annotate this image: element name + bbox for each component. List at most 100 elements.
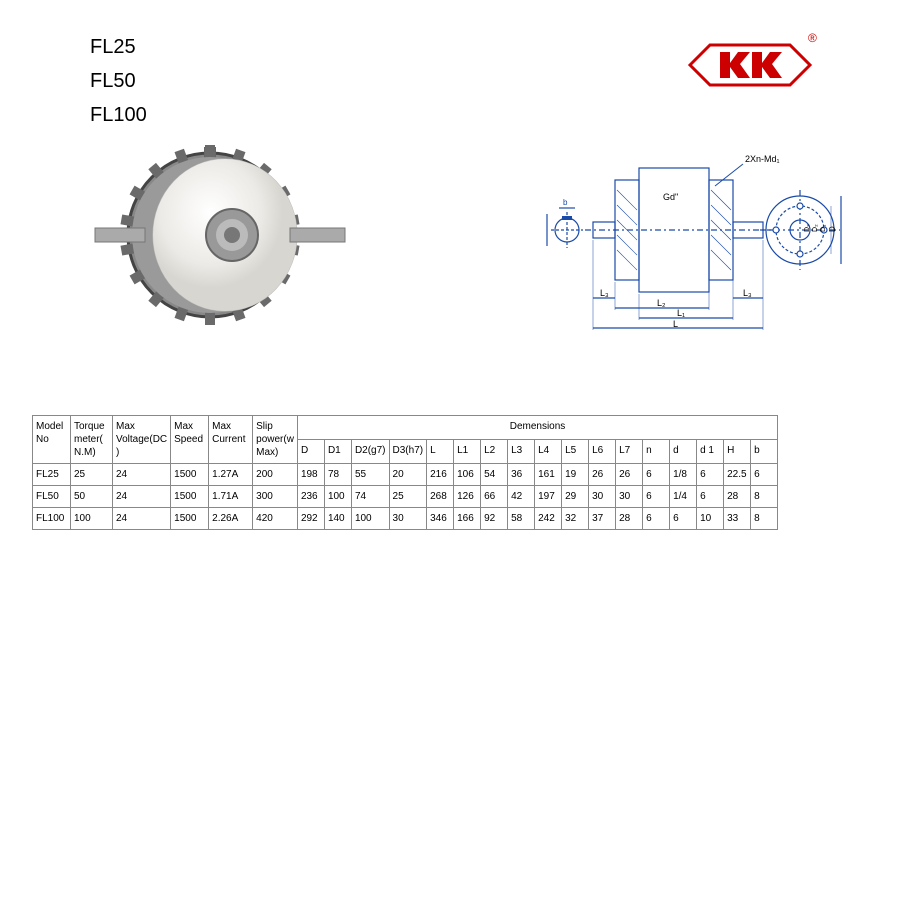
table-body: FL25252415001.27A20019878552021610654361… [33, 464, 778, 530]
model-label: FL25 [90, 30, 147, 64]
table-cell: 66 [481, 486, 508, 508]
table-cell: 6 [643, 508, 670, 530]
table-cell: 33 [724, 508, 751, 530]
table-cell: 161 [535, 464, 562, 486]
table-cell: 10 [697, 508, 724, 530]
table-cell: 58 [508, 508, 535, 530]
table-cell: 92 [481, 508, 508, 530]
col-header: D3(h7) [389, 440, 427, 464]
table-cell: 6 [643, 464, 670, 486]
table-cell: 26 [616, 464, 643, 486]
drawing-callout: 2Xn-Md₁ [745, 154, 780, 164]
table-cell: 1.71A [209, 486, 253, 508]
table-cell: 1.27A [209, 464, 253, 486]
table-cell: 54 [481, 464, 508, 486]
logo-glyph [720, 52, 782, 78]
col-header: D1 [324, 440, 351, 464]
table-cell: 197 [535, 486, 562, 508]
col-header: L7 [616, 440, 643, 464]
table-cell: 36 [508, 464, 535, 486]
table-cell: 268 [427, 486, 454, 508]
col-header: b [751, 440, 778, 464]
table-cell: 37 [589, 508, 616, 530]
col-header: H [724, 440, 751, 464]
table-cell: 6 [751, 464, 778, 486]
table-cell: 166 [454, 508, 481, 530]
table-cell: 292 [297, 508, 324, 530]
table-cell: 6 [697, 464, 724, 486]
col-header: L2 [481, 440, 508, 464]
svg-text:b: b [563, 198, 568, 207]
table-cell: 74 [351, 486, 389, 508]
brand-logo: ® [680, 30, 820, 95]
table-cell: 25 [389, 486, 427, 508]
table-cell: 42 [508, 486, 535, 508]
table-cell: 2.26A [209, 508, 253, 530]
table-cell: 6 [697, 486, 724, 508]
table-cell: 8 [751, 486, 778, 508]
table-cell: 1500 [171, 486, 209, 508]
model-label: FL50 [90, 64, 147, 98]
table-cell: 100 [351, 508, 389, 530]
logo-hexagon [690, 45, 810, 85]
table-cell: 216 [427, 464, 454, 486]
table-cell: 55 [351, 464, 389, 486]
table-cell: 30 [616, 486, 643, 508]
col-header: D2(g7) [351, 440, 389, 464]
table-cell: 30 [589, 486, 616, 508]
product-photo [90, 120, 350, 350]
table-cell: 30 [389, 508, 427, 530]
table-cell: 29 [562, 486, 589, 508]
table-header-row: Model No Torque meter( N.M) Max Voltage(… [33, 416, 778, 440]
table-cell: 32 [562, 508, 589, 530]
table-cell: 19 [562, 464, 589, 486]
table-cell: 28 [724, 486, 751, 508]
col-header: Slip power(w Max) [253, 416, 298, 464]
table-cell: 6 [670, 508, 697, 530]
table-cell: 20 [389, 464, 427, 486]
table-cell: 24 [113, 486, 171, 508]
drawing-callout: Gd" [663, 192, 678, 202]
col-header: L6 [589, 440, 616, 464]
col-header: L5 [562, 440, 589, 464]
col-header: L4 [535, 440, 562, 464]
table-cell: 78 [324, 464, 351, 486]
table-cell: 106 [454, 464, 481, 486]
table-cell: 28 [616, 508, 643, 530]
table-cell: 6 [643, 486, 670, 508]
table-cell: 140 [324, 508, 351, 530]
table-cell: 1/4 [670, 486, 697, 508]
col-header: d [670, 440, 697, 464]
table-row: FL1001002415002.26A420292140100303461669… [33, 508, 778, 530]
technical-drawing: d b [545, 150, 845, 340]
svg-text:L₃: L₃ [743, 288, 752, 298]
col-header: L [427, 440, 454, 464]
table-cell: 236 [297, 486, 324, 508]
col-header: Max Voltage(DC ) [113, 416, 171, 464]
table-cell: 346 [427, 508, 454, 530]
model-list: FL25 FL50 FL100 [90, 30, 147, 132]
svg-text:D₃: D₃ [804, 224, 811, 232]
table-cell: FL50 [33, 486, 71, 508]
svg-text:D₁: D₁ [820, 224, 827, 232]
table-cell: 198 [297, 464, 324, 486]
table-cell: 126 [454, 486, 481, 508]
table-cell: 25 [71, 464, 113, 486]
svg-text:D₂: D₂ [812, 224, 819, 232]
table-cell: 1500 [171, 464, 209, 486]
table-cell: 1500 [171, 508, 209, 530]
table-cell: 100 [71, 508, 113, 530]
table-cell: 100 [324, 486, 351, 508]
col-header: Model No [33, 416, 71, 464]
table-cell: 24 [113, 508, 171, 530]
col-header: n [643, 440, 670, 464]
spec-table: Model No Torque meter( N.M) Max Voltage(… [32, 415, 778, 530]
col-header: L1 [454, 440, 481, 464]
svg-text:L₁: L₁ [677, 308, 685, 318]
col-header: Max Current [209, 416, 253, 464]
svg-text:L: L [673, 319, 678, 329]
table-row: FL25252415001.27A20019878552021610654361… [33, 464, 778, 486]
table-cell: 420 [253, 508, 298, 530]
col-header: Torque meter( N.M) [71, 416, 113, 464]
col-header: D [297, 440, 324, 464]
